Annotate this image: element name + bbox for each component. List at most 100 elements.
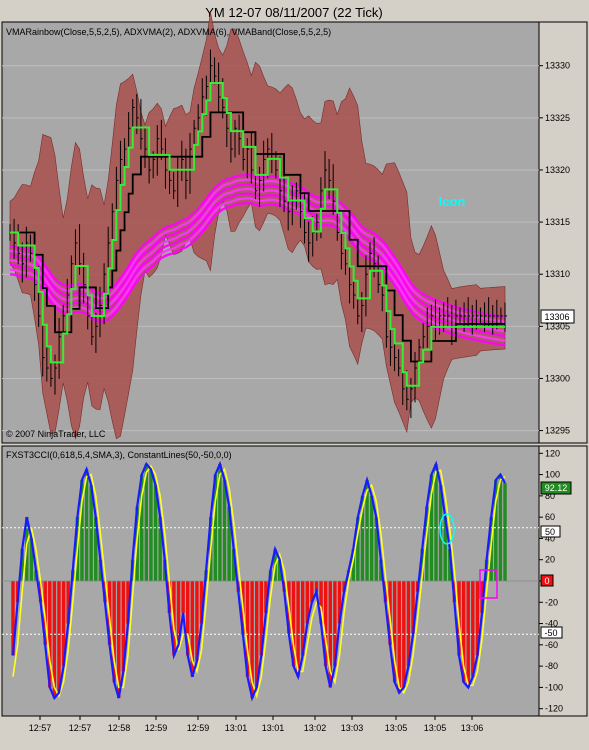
cci-histogram-bar bbox=[420, 549, 424, 581]
cci-histogram-bar bbox=[351, 549, 355, 581]
vma-band bbox=[9, 11, 506, 440]
cci-histogram-bar bbox=[149, 469, 153, 581]
cci-histogram-bar bbox=[434, 463, 438, 581]
time-tick-label: 13:02 bbox=[304, 723, 327, 733]
cci-histogram-bar bbox=[374, 517, 378, 581]
cci-histogram-bar bbox=[333, 581, 337, 667]
cci-histogram-bar bbox=[52, 581, 57, 699]
cci-histogram-bar bbox=[245, 581, 250, 677]
svg-text:92.12: 92.12 bbox=[545, 483, 568, 493]
cci-histogram-bar bbox=[319, 581, 323, 624]
lower-line-badge: -50 bbox=[540, 626, 563, 639]
cci-histogram-bar bbox=[11, 581, 15, 656]
last-price-badge: 13306 bbox=[540, 309, 575, 324]
price-tick-label: 13295 bbox=[545, 426, 570, 436]
cci-tick-label: 80 bbox=[545, 491, 555, 501]
zero-line-badge: 0 bbox=[540, 574, 554, 587]
cci-histogram-bar bbox=[291, 581, 296, 667]
price-axis[interactable] bbox=[538, 21, 588, 444]
cci-last-value-badge: 92.12 bbox=[540, 481, 572, 495]
rainbow-strand bbox=[9, 201, 506, 347]
price-tick-label: 13310 bbox=[545, 269, 570, 279]
price-indicator-label: VMARainbow(Close,5,5,2,5), ADXVMA(2), AD… bbox=[6, 27, 331, 37]
cci-tick-label: 60 bbox=[545, 512, 555, 522]
cci-histogram-bar bbox=[310, 581, 314, 603]
cci-histogram-bar bbox=[466, 581, 470, 688]
svg-text:50: 50 bbox=[545, 527, 555, 537]
time-tick-label: 12:57 bbox=[29, 723, 52, 733]
cci-histogram-bar bbox=[392, 581, 397, 683]
cci-tick-label: -120 bbox=[545, 704, 563, 714]
cci-histogram-bar bbox=[379, 559, 383, 581]
cci-histogram-bar bbox=[144, 463, 149, 581]
price-tick-label: 13305 bbox=[545, 321, 570, 331]
adxvma-fast-line bbox=[10, 82, 505, 387]
magenta-highlight-marker bbox=[479, 569, 498, 599]
cci-histogram-bar bbox=[365, 479, 369, 581]
cci-histogram-bar bbox=[153, 485, 158, 581]
price-tick-label: 13315 bbox=[545, 217, 570, 227]
cci-histogram-bar bbox=[259, 581, 264, 656]
cci-histogram-bar bbox=[94, 517, 98, 581]
cci-histogram-bar bbox=[112, 581, 116, 683]
cci-histogram-bar bbox=[231, 549, 236, 581]
cci-histogram-bar bbox=[342, 581, 346, 592]
cci-histogram-bar bbox=[98, 559, 103, 581]
cci-tick-label: -60 bbox=[545, 640, 558, 650]
cci-tick-label: 20 bbox=[545, 555, 555, 565]
cci-histogram-bar bbox=[29, 538, 34, 581]
time-tick-label: 12:57 bbox=[69, 723, 92, 733]
cci-histogram-bar bbox=[254, 581, 259, 688]
cyan-highlight-marker bbox=[439, 513, 455, 545]
cci-histogram-bar bbox=[167, 581, 172, 613]
cci-histogram-bar bbox=[346, 570, 351, 581]
price-tick-label: 13330 bbox=[545, 61, 570, 71]
cci-histogram-bar bbox=[84, 469, 89, 581]
svg-text:0: 0 bbox=[544, 576, 549, 586]
cci-histogram-bar bbox=[383, 581, 388, 603]
cci-tick-label: 100 bbox=[545, 470, 560, 480]
cci-histogram-bar bbox=[66, 581, 70, 624]
cci-histogram-bar bbox=[89, 485, 93, 581]
time-tick-label: 13:01 bbox=[225, 723, 248, 733]
cci-histogram-bar bbox=[117, 581, 121, 699]
cci-histogram-bar bbox=[250, 581, 254, 699]
cci-histogram-bar bbox=[305, 581, 309, 624]
cci-indicator-label: FXST3CCI(0,618,5,4,SMA,3), ConstantLines… bbox=[6, 450, 232, 460]
cci-histogram-bar bbox=[80, 479, 84, 581]
cci-histogram-bar bbox=[140, 474, 144, 581]
signal-line bbox=[12, 464, 506, 699]
cci-histogram-bar bbox=[360, 495, 365, 581]
cci-tick-label: -80 bbox=[545, 661, 558, 671]
time-tick-label: 13:06 bbox=[461, 723, 484, 733]
cci-histogram-bar bbox=[406, 581, 411, 667]
vma-band-fill bbox=[9, 11, 506, 440]
copyright-text: © 2007 NinjaTrader, LLC bbox=[6, 429, 106, 439]
svg-text:13306: 13306 bbox=[544, 312, 569, 322]
cci-tick-label: 40 bbox=[545, 533, 555, 543]
constant-lines bbox=[2, 527, 539, 635]
cci-histogram-bar bbox=[277, 559, 282, 581]
cci-histogram-bar bbox=[38, 581, 43, 603]
cci-histogram-bar bbox=[323, 581, 328, 667]
cci-tick-label: 120 bbox=[545, 448, 560, 458]
cci-histogram-bar bbox=[480, 581, 484, 613]
cci-axis-ticks: -120 -100 -80 -60 -40 -20 0 20 40 60 80 100 120 bbox=[539, 448, 563, 714]
time-tick-label: 13:01 bbox=[262, 723, 285, 733]
cci-histogram-bar bbox=[448, 549, 452, 581]
svg-text:-50: -50 bbox=[544, 628, 557, 638]
time-tick-label: 13:05 bbox=[385, 723, 408, 733]
cci-histogram-bar bbox=[103, 581, 107, 603]
time-tick-label: 12:59 bbox=[145, 723, 168, 733]
cci-histogram-bar bbox=[199, 581, 204, 624]
cci-tick-label: -20 bbox=[545, 597, 558, 607]
time-tick-label: 13:05 bbox=[424, 723, 447, 733]
cci-histogram-bar bbox=[369, 495, 374, 581]
cci-histogram-bar bbox=[176, 581, 181, 645]
cci-histogram-bar bbox=[296, 581, 300, 677]
cci-tick-label: -40 bbox=[545, 619, 558, 629]
price-tick-label: 13300 bbox=[545, 373, 570, 383]
cci-histogram-bar bbox=[61, 581, 66, 667]
